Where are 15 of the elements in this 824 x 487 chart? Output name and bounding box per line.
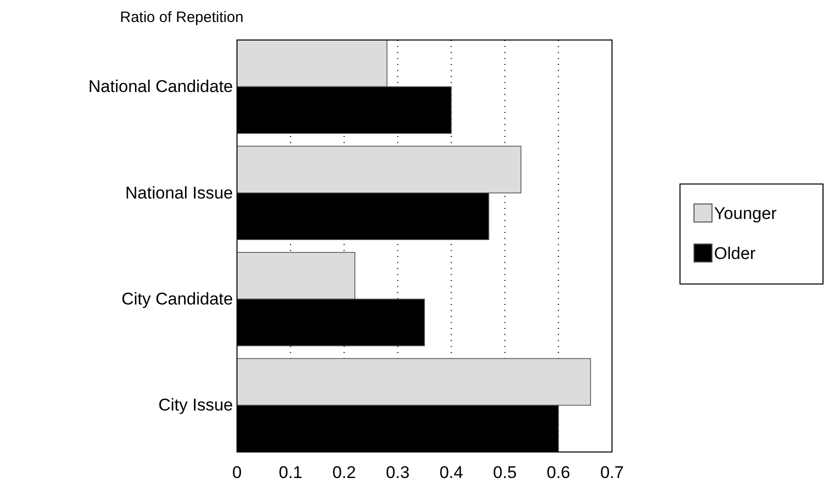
y-tick-label: National Issue bbox=[125, 183, 233, 202]
legend-label: Younger bbox=[714, 204, 778, 223]
x-tick-label: 0.7 bbox=[600, 463, 624, 482]
legend-label: Older bbox=[714, 244, 756, 263]
y-tick-label: City Candidate bbox=[121, 290, 233, 309]
x-tick-label: 0.3 bbox=[386, 463, 410, 482]
y-tick-label: City Issue bbox=[158, 396, 233, 415]
y-tick-label: National Candidate bbox=[88, 77, 233, 96]
x-tick-label: 0.6 bbox=[546, 463, 570, 482]
x-tick-label: 0.1 bbox=[278, 463, 302, 482]
x-tick-label: 0.5 bbox=[493, 463, 517, 482]
x-tick-label: 0.2 bbox=[332, 463, 356, 482]
x-tick-label: 0 bbox=[232, 463, 242, 482]
x-tick-label: 0.4 bbox=[439, 463, 464, 482]
chart-title: Ratio of Repetition bbox=[120, 9, 244, 26]
